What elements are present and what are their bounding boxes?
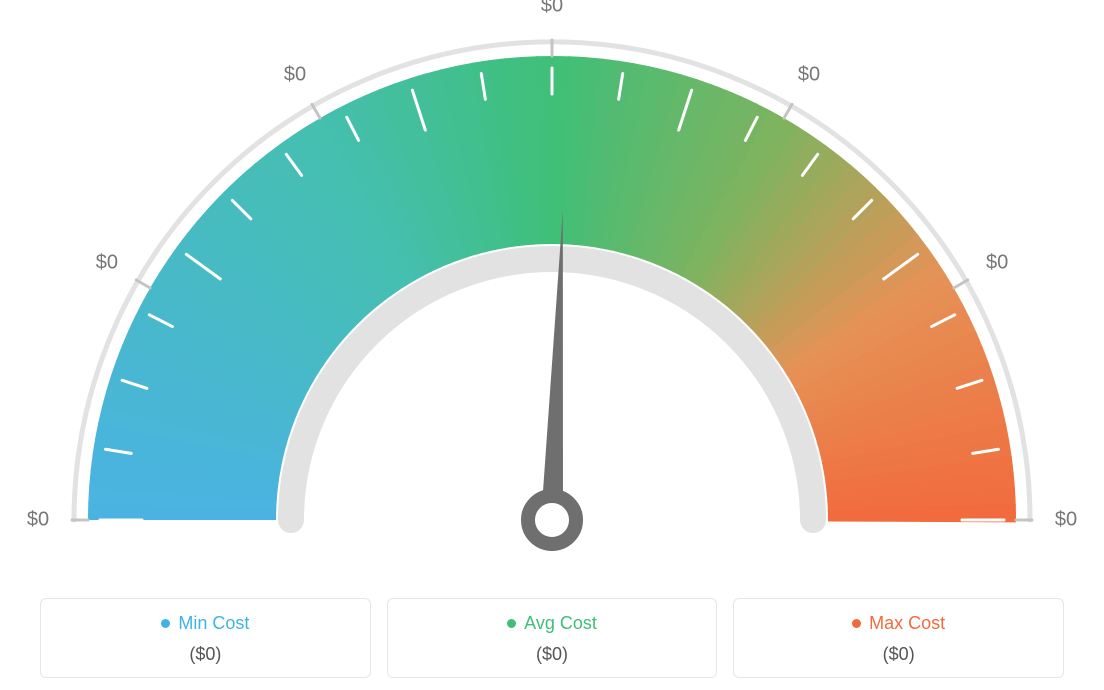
legend-value-avg: ($0) xyxy=(398,644,707,665)
gauge-tick-label: $0 xyxy=(96,252,118,275)
legend-dot-max xyxy=(852,619,861,628)
gauge-tick-label: $0 xyxy=(284,63,306,86)
gauge-tick-label: $0 xyxy=(986,252,1008,275)
legend-card-max: Max Cost ($0) xyxy=(733,598,1064,678)
legend-label-max: Max Cost xyxy=(869,613,945,634)
legend-label-avg: Avg Cost xyxy=(524,613,597,634)
legend-value-min: ($0) xyxy=(51,644,360,665)
gauge-tick-label: $0 xyxy=(27,509,49,532)
cost-gauge-infographic: $0 $0 $0 $0 $0 $0 $0 Min Cost ($0) Avg Cost ($… xyxy=(0,0,1104,690)
legend-dot-min xyxy=(161,619,170,628)
gauge-tick-label: $0 xyxy=(1055,509,1077,532)
gauge-area: $0 $0 $0 $0 $0 $0 $0 xyxy=(0,0,1104,570)
legend-card-min: Min Cost ($0) xyxy=(40,598,371,678)
legend-dot-avg xyxy=(507,619,516,628)
legend-card-avg: Avg Cost ($0) xyxy=(387,598,718,678)
legend-label-min: Min Cost xyxy=(178,613,249,634)
legend-value-max: ($0) xyxy=(744,644,1053,665)
gauge-svg xyxy=(0,0,1104,570)
gauge-tick-label: $0 xyxy=(798,63,820,86)
gauge-tick-label: $0 xyxy=(541,0,563,18)
legend-title-max: Max Cost xyxy=(852,613,945,634)
legend-row: Min Cost ($0) Avg Cost ($0) Max Cost ($0… xyxy=(40,598,1064,678)
legend-title-avg: Avg Cost xyxy=(507,613,597,634)
legend-title-min: Min Cost xyxy=(161,613,249,634)
